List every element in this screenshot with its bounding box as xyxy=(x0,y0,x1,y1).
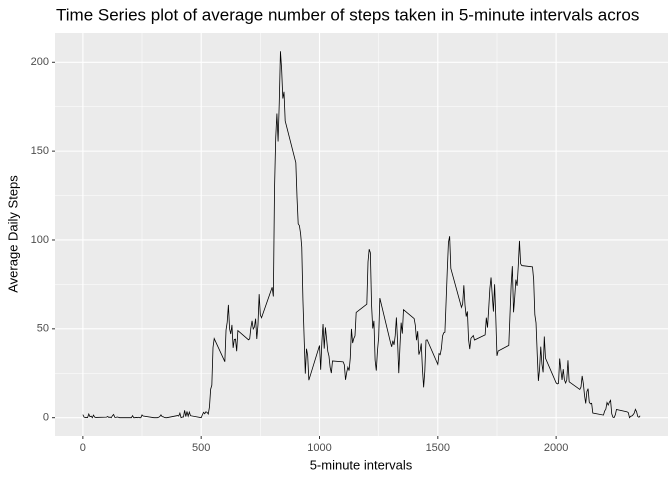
x-tick-label: 0 xyxy=(80,442,86,454)
y-tick-label: 0 xyxy=(43,412,49,424)
x-tick-label: 1500 xyxy=(426,442,450,454)
y-tick-label: 100 xyxy=(31,234,49,246)
y-tick-label: 150 xyxy=(31,145,49,157)
x-tick-label: 1000 xyxy=(307,442,331,454)
chart-title: Time Series plot of average number of st… xyxy=(56,5,639,24)
x-tick-label: 2000 xyxy=(544,442,568,454)
y-tick-label: 50 xyxy=(37,323,49,335)
y-axis-label: Average Daily Steps xyxy=(5,175,20,293)
x-axis-label: 5-minute intervals xyxy=(310,457,413,472)
plot-panel xyxy=(55,33,668,436)
x-tick-label: 500 xyxy=(192,442,210,454)
data-line xyxy=(82,51,641,419)
y-tick-label: 200 xyxy=(31,56,49,68)
